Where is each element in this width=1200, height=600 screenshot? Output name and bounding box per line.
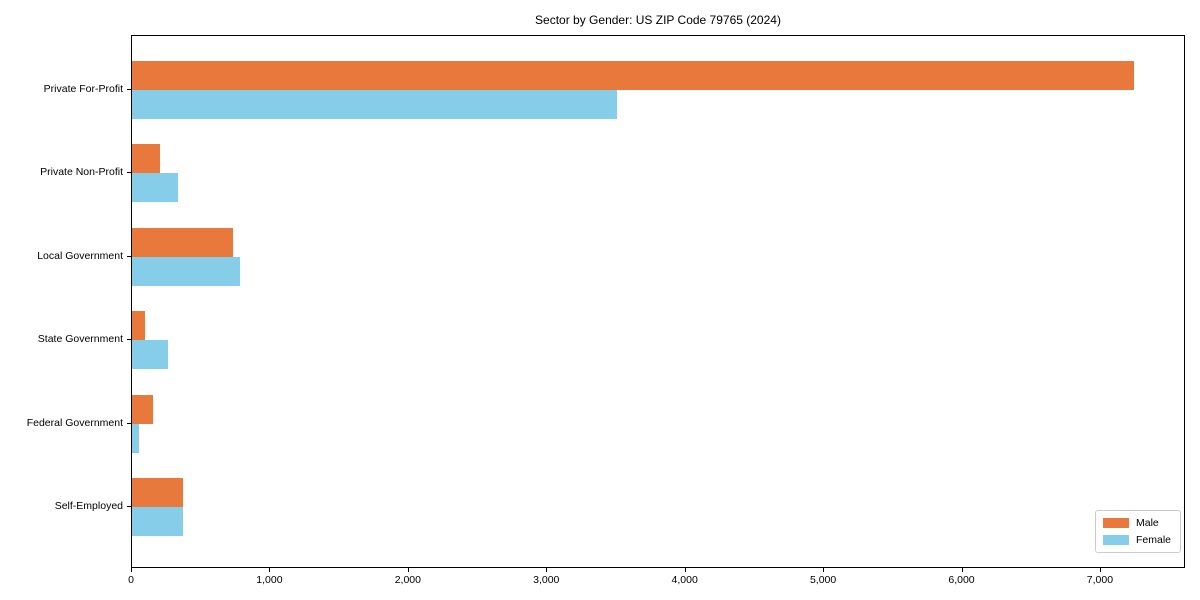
y-axis-label: Private For-Profit [43,83,123,95]
y-tick-mark [127,339,131,340]
female-bar [132,256,241,286]
y-tick-mark [127,89,131,90]
y-axis-label: State Government [37,333,123,345]
male-swatch-icon [1102,518,1129,528]
x-tick-mark [269,568,270,572]
y-tick-mark [127,423,131,424]
plot-area: Male Female [131,35,1185,568]
x-axis-label: 3,000 [533,574,560,586]
male-bar [132,394,153,424]
y-tick-mark [127,256,131,257]
x-tick-mark [1100,568,1101,572]
male-bar [132,478,183,507]
male-bar [132,227,234,257]
y-axis-label: Federal Government [26,417,123,429]
x-tick-mark [131,568,132,572]
female-bar [132,89,618,119]
x-tick-mark [962,568,963,572]
legend-item-female: Female [1102,534,1171,546]
y-axis-label: Local Government [37,250,123,262]
female-bar [132,340,168,369]
x-axis-label: 1,000 [256,574,283,586]
x-tick-mark [685,568,686,572]
female-swatch-icon [1102,535,1129,545]
y-axis-label: Self-Employed [54,500,123,512]
x-tick-mark [823,568,824,572]
female-bar [132,423,139,453]
x-axis-label: 7,000 [1086,574,1114,586]
legend: Male Female [1094,510,1181,553]
female-bar [132,173,178,202]
legend-label: Male [1135,517,1159,529]
x-axis-label: 6,000 [948,574,975,586]
y-axis-label: Private Non-Profit [40,166,123,178]
x-tick-mark [546,568,547,572]
male-bar [132,144,161,173]
x-axis-label: 2,000 [394,574,421,586]
female-bar [132,507,183,536]
x-tick-mark [408,568,409,572]
x-axis-label: 0 [128,574,134,586]
legend-item-male: Male [1102,517,1171,529]
x-axis-label: 4,000 [671,574,698,586]
chart-title: Sector by Gender: US ZIP Code 79765 (202… [535,13,781,27]
male-bar [132,311,145,340]
legend-label: Female [1135,534,1171,546]
y-tick-mark [127,506,131,507]
x-axis-label: 5,000 [809,574,837,586]
male-bar [132,60,1135,90]
y-tick-mark [127,172,131,173]
